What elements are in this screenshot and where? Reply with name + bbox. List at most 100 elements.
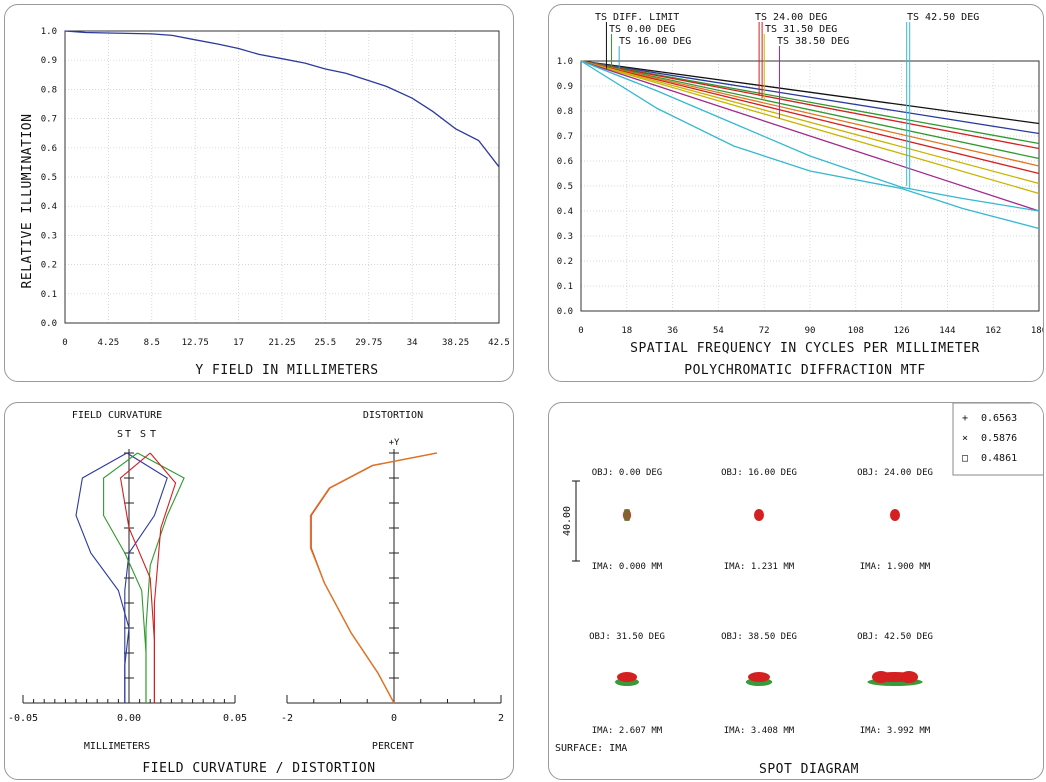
spot-surface-label: SURFACE: IMA <box>555 743 627 754</box>
mtf-y-tick: 1.0 <box>557 57 573 67</box>
ri-y-tick: 0.9 <box>41 56 57 66</box>
spot-blob <box>745 672 773 686</box>
mtf-x-tick: 108 <box>848 326 864 336</box>
distortion-curve <box>310 452 437 704</box>
ri-plot-frame <box>64 30 500 324</box>
ri-y-tick: 0.0 <box>41 319 57 329</box>
spot-legend-symbol: + <box>962 413 968 424</box>
spot-diagram: +0.6563 × 0.5876 □ 0.4861 OBJ: 0.00 DEG IMA: … <box>555 403 1043 777</box>
ri-x-tick: 0 <box>62 338 67 348</box>
mtf-plot-frame <box>580 60 1040 312</box>
spot-obj-label: OBJ: 24.00 DEG <box>857 468 933 478</box>
spot-blob <box>754 509 764 521</box>
spot-ima-label: IMA: 0.000 MM <box>592 562 663 572</box>
distortion-title: DISTORTION <box>363 410 423 421</box>
mtf-legend-label: TS 0.00 DEG <box>609 24 675 35</box>
ri-y-tick: 0.4 <box>41 202 57 212</box>
fc-curve <box>75 452 130 703</box>
mtf-legend-label: TS 31.50 DEG <box>765 24 837 35</box>
spot-ima-label: IMA: 1.231 MM <box>724 562 795 572</box>
spot-scale-bar: 40.00 <box>562 480 580 562</box>
spot-blob <box>623 509 631 521</box>
mtf-y-tick: 0.8 <box>557 107 573 117</box>
mtf-y-tick: 0.9 <box>557 82 573 92</box>
ri-x-tick: 29.75 <box>355 338 382 348</box>
ri-y-tick: 0.8 <box>41 85 57 95</box>
relative-illumination-chart: 0 4.25 8.5 12.75 17 21.25 25.5 29.75 34 38.25 42.5… <box>20 27 510 378</box>
mtf-series-line <box>580 60 1040 125</box>
spot-legend-value: 0.5876 <box>981 433 1017 444</box>
mtf-y-tick: 0.7 <box>557 132 573 142</box>
spot-ima-label: IMA: 1.900 MM <box>860 562 931 572</box>
spot-blob <box>615 672 639 686</box>
field-curvature-distortion-panel: -0.05 0.00 0.05 S T S T +Y -2 0 2 FIELD CURVATURE… <box>4 402 514 780</box>
dist-x-axis-label: PERCENT <box>372 741 414 752</box>
spot-diagram-panel: +0.6563 × 0.5876 □ 0.4861 OBJ: 0.00 DEG IMA: … <box>548 402 1044 780</box>
ri-y-tick: 1.0 <box>41 27 57 37</box>
ri-x-tick: 17 <box>233 338 244 348</box>
mtf-x-tick: 54 <box>713 326 724 336</box>
spot-legend-symbol: × <box>962 433 968 444</box>
mtf-panel: 0 18 36 54 72 90 108 126 144 162 180 0.0 0.1 0.2 0.3 0.… <box>548 4 1044 382</box>
ri-x-tick: 4.25 <box>98 338 120 348</box>
spot-legend-value: 0.4861 <box>981 453 1017 464</box>
ri-y-tick: 0.5 <box>41 173 57 183</box>
mtf-series-line <box>580 60 1040 185</box>
ri-x-tick: 21.25 <box>268 338 295 348</box>
mtf-legend-label: TS DIFF. LIMIT <box>595 12 679 23</box>
ri-y-axis-label: RELATIVE ILLUMINATION <box>20 114 35 289</box>
mtf-y-tick: 0.6 <box>557 157 573 167</box>
mtf-legend-label: TS 42.50 DEG <box>907 12 979 23</box>
mtf-series-line <box>580 60 1040 150</box>
mtf-x-axis-label: SPATIAL FREQUENCY IN CYCLES PER MILLIMET… <box>630 341 980 356</box>
spot-obj-label: OBJ: 38.50 DEG <box>721 632 797 642</box>
ri-y-tick: 0.7 <box>41 115 57 125</box>
mtf-series-line <box>580 60 1040 212</box>
field-curvature-title: FIELD CURVATURE <box>72 410 162 421</box>
mtf-x-tick: 36 <box>667 326 678 336</box>
mtf-x-tick: 144 <box>939 326 955 336</box>
mtf-legend-label: TS 38.50 DEG <box>777 36 849 47</box>
spot-legend-value: 0.6563 <box>981 413 1017 424</box>
spot-ima-label: IMA: 2.607 MM <box>592 726 663 736</box>
fc-st-label: T <box>125 429 131 440</box>
ri-x-tick: 34 <box>407 338 418 348</box>
ri-y-tick: 0.1 <box>41 290 57 300</box>
distortion-curve <box>309 452 437 704</box>
mtf-series-line <box>580 60 1040 145</box>
ri-x-axis-label: Y FIELD IN MILLIMETERS <box>195 363 378 378</box>
fc-x-tick: 0.05 <box>223 713 247 724</box>
fc-st-label: T <box>150 429 156 440</box>
mtf-series-line <box>580 60 1040 135</box>
spot-scale-label: 40.00 <box>562 506 573 536</box>
mtf-series-line <box>580 60 1040 195</box>
mtf-series-line <box>580 60 1040 175</box>
spot-ima-label: IMA: 3.408 MM <box>724 726 795 736</box>
spot-title: SPOT DIAGRAM <box>759 762 859 777</box>
dist-x-tick: -2 <box>281 713 293 724</box>
mtf-x-tick: 126 <box>893 326 909 336</box>
mtf-y-tick: 0.3 <box>557 232 573 242</box>
fc-x-tick: 0.00 <box>117 713 141 724</box>
spot-blob <box>867 671 923 686</box>
mtf-series-line <box>580 60 1040 160</box>
mtf-legend-label: TS 16.00 DEG <box>619 36 691 47</box>
fc-curve <box>124 452 168 703</box>
fc-st-label: S <box>117 429 123 440</box>
fc-curve <box>137 452 185 703</box>
mtf-chart: 0 18 36 54 72 90 108 126 144 162 180 0.0 0.1 0.2 0.3 0.… <box>557 12 1043 378</box>
mtf-series-line <box>580 60 1040 167</box>
mtf-legend-label: TS 24.00 DEG <box>755 12 827 23</box>
fc-x-tick: -0.05 <box>8 713 38 724</box>
mtf-y-tick: 0.1 <box>557 282 573 292</box>
spot-blob <box>890 509 900 521</box>
mtf-y-tick: 0.0 <box>557 307 573 317</box>
spot-obj-label: OBJ: 16.00 DEG <box>721 468 797 478</box>
mtf-series-line <box>580 60 1040 230</box>
mtf-x-tick: 180 <box>1031 326 1043 336</box>
spot-obj-label: OBJ: 31.50 DEG <box>589 632 665 642</box>
field-curvature-distortion-chart: -0.05 0.00 0.05S T S T +Y-2 0 2 FIELD CURVATURE… <box>8 410 504 776</box>
mtf-y-tick: 0.2 <box>557 257 573 267</box>
ri-y-tick: 0.2 <box>41 261 57 271</box>
spot-legend-symbol: □ <box>962 453 968 464</box>
